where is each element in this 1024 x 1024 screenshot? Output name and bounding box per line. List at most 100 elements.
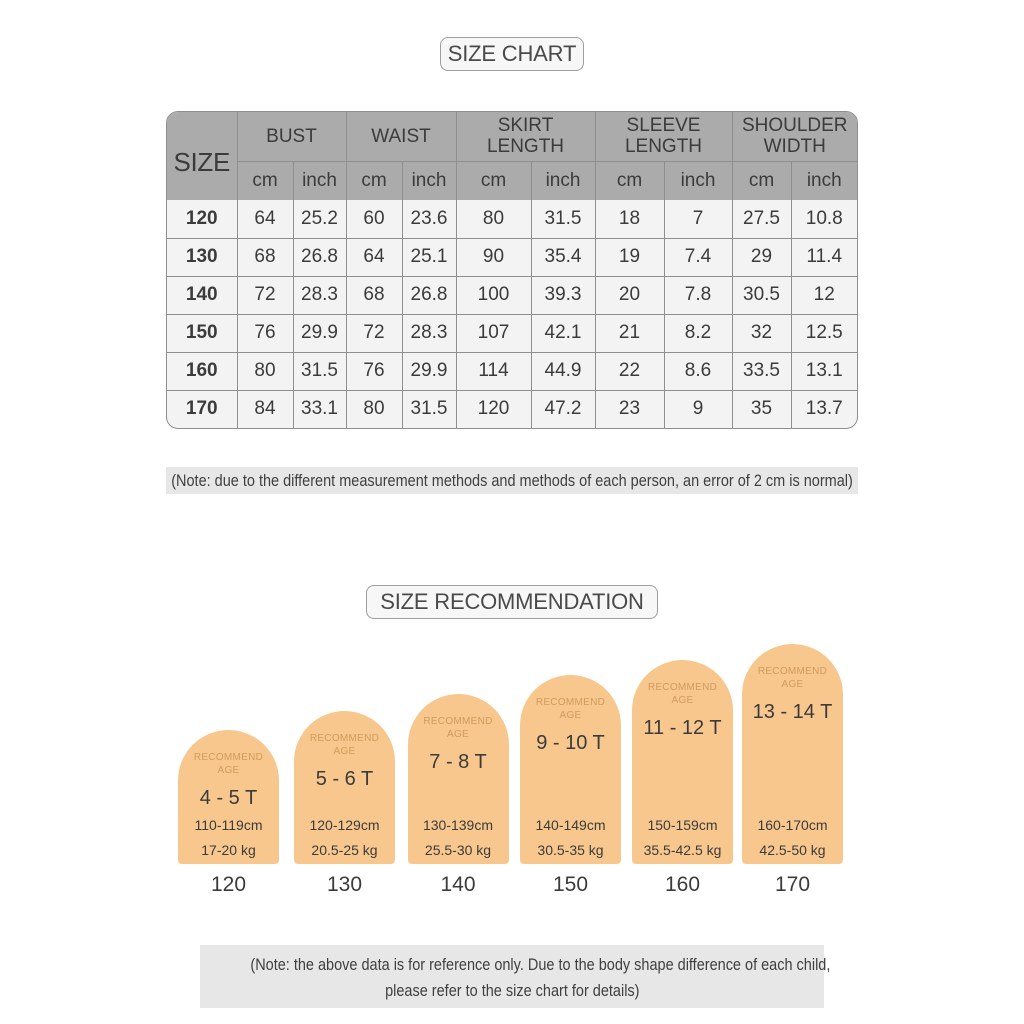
reference-note-line2: please refer to the size chart for detai… [200, 978, 824, 1004]
measurement-cell: 72 [345, 313, 403, 353]
row-size-label: 170 [167, 389, 238, 428]
measurement-cell: 12 [790, 275, 857, 315]
measurement-cell: 31.5 [530, 200, 596, 239]
measurement-note-text: (Note: due to the different measurement … [171, 471, 853, 490]
recommend-age-label: RECOMMEND AGE [520, 696, 621, 722]
size-chart-title: SIZE CHART [447, 41, 577, 66]
column-header-group: SKIRT LENGTH [455, 112, 596, 162]
measurement-cell: 28.3 [401, 313, 457, 353]
column-header-group: WAIST [345, 112, 457, 162]
unit-header-inch: inch [292, 160, 347, 200]
measurement-cell: 80 [345, 389, 403, 428]
recommend-age-line2: AGE [446, 728, 470, 740]
recommend-age-line1: RECOMMEND [647, 682, 718, 693]
measurement-cell: 44.9 [530, 351, 596, 391]
size-label: 120 [210, 873, 247, 896]
measurement-cell: 7 [663, 200, 733, 239]
age-range: 9 - 10 T [536, 731, 605, 754]
row-size-label: 150 [167, 313, 238, 353]
height-range: 150-159cm [647, 816, 718, 833]
size-recommendation-title-badge: SIZE RECOMMENDATION [366, 585, 658, 619]
measurement-cell: 20 [594, 275, 665, 315]
measurement-cell: 114 [455, 351, 532, 391]
weight-range: 30.5-35 kg [537, 841, 604, 858]
size-recommendation-arch: RECOMMEND AGE 7 - 8 T 130-139cm 25.5-30 k… [407, 693, 509, 864]
measurement-cell: 29.9 [401, 351, 457, 391]
measurement-cell: 11.4 [790, 237, 857, 277]
unit-header-inch: inch [530, 160, 596, 200]
size-recommendation-arch: RECOMMEND AGE 4 - 5 T 110-119cm 17-20 kg [178, 729, 279, 864]
recommend-age-label: RECOMMEND AGE [178, 751, 279, 777]
unit-header-inch: inch [401, 160, 457, 200]
measurement-cell: 76 [345, 351, 403, 391]
measurement-cell: 100 [455, 275, 532, 315]
measurement-cell: 23 [594, 389, 665, 428]
measurement-cell: 10.8 [790, 200, 857, 239]
size-recommendation-arch: RECOMMEND AGE 11 - 12 T 150-159cm 35.5-42… [632, 660, 733, 864]
measurement-cell: 22 [594, 351, 665, 391]
measurement-cell: 80 [455, 200, 532, 239]
measurement-cell: 32 [731, 313, 792, 353]
measurement-cell: 31.5 [292, 351, 347, 391]
size-recommendation-title: SIZE RECOMMENDATION [380, 589, 644, 614]
recommend-age-line1: RECOMMEND [535, 696, 606, 708]
unit-header-cm: cm [594, 160, 665, 200]
measurement-cell: 76 [236, 313, 294, 353]
size-label: 130 [326, 873, 363, 896]
measurement-cell: 68 [345, 275, 403, 315]
measurement-cell: 120 [455, 389, 532, 428]
recommend-age-line2: AGE [781, 678, 804, 690]
measurement-cell: 47.2 [530, 389, 596, 428]
measurement-cell: 13.7 [790, 389, 857, 428]
measurement-cell: 33.5 [731, 351, 792, 391]
measurement-cell: 12.5 [790, 313, 857, 353]
reference-note-text1: (Note: the above data is for reference o… [250, 955, 831, 974]
measurement-cell: 30.5 [731, 275, 792, 315]
weight-range: 17-20 kg [201, 841, 256, 858]
age-range: 7 - 8 T [429, 750, 487, 773]
measurement-cell: 68 [236, 237, 294, 277]
measurement-cell: 26.8 [292, 237, 347, 277]
measurement-cell: 7.8 [663, 275, 733, 315]
measurement-cell: 31.5 [401, 389, 457, 428]
measurement-cell: 35.4 [530, 237, 596, 277]
recommend-age-label: RECOMMEND AGE [742, 665, 843, 691]
measurement-cell: 25.2 [292, 200, 347, 239]
recommend-age-line2: AGE [671, 695, 694, 706]
measurement-cell: 21 [594, 313, 665, 353]
row-size-label: 130 [167, 237, 238, 277]
table-header-groups: SIZE BUST WAIST SKIRT LENGTH SLEEVE LENG… [167, 112, 857, 200]
recommend-age-label: RECOMMEND AGE [294, 732, 395, 758]
measurement-cell: 84 [236, 389, 294, 428]
column-header-size: SIZE [167, 112, 238, 200]
recommend-age-label: RECOMMEND AGE [632, 681, 733, 707]
recommend-age-line1: RECOMMEND [193, 751, 264, 763]
age-range: 4 - 5 T [199, 786, 258, 809]
size-label: 160 [664, 873, 701, 896]
measurement-cell: 23.6 [401, 200, 457, 239]
measurement-cell: 33.1 [292, 389, 347, 428]
recommend-age-line1: RECOMMEND [309, 732, 380, 744]
recommend-age-line2: AGE [559, 709, 582, 721]
row-size-label: 140 [167, 275, 238, 315]
measurement-cell: 42.1 [530, 313, 596, 353]
weight-range: 35.5-42.5 kg [643, 841, 722, 858]
measurement-cell: 8.2 [663, 313, 733, 353]
measurement-cell: 18 [594, 200, 665, 239]
height-range: 110-119cm [194, 816, 263, 833]
measurement-cell: 28.3 [292, 275, 347, 315]
table-row: 120 64 25.2 60 23.6 80 31.5 18 7 27.5 10… [167, 200, 857, 239]
measurement-cell: 29 [731, 237, 792, 277]
size-recommendation-arch: RECOMMEND AGE 9 - 10 T 140-149cm 30.5-35 … [520, 674, 621, 864]
table-header-units: cm inch cm inch cm inch cm inch cm inch [167, 160, 857, 200]
measurement-cell: 13.1 [790, 351, 857, 391]
measurement-cell: 19 [594, 237, 665, 277]
measurement-cell: 7.4 [663, 237, 733, 277]
measurement-cell: 8.6 [663, 351, 733, 391]
measurement-cell: 107 [455, 313, 532, 353]
measurement-cell: 39.3 [530, 275, 596, 315]
reference-note-text2: please refer to the size chart for detai… [384, 981, 640, 1000]
measurement-cell: 60 [345, 200, 403, 239]
column-header-group: SHOULDER WIDTH [731, 112, 857, 162]
